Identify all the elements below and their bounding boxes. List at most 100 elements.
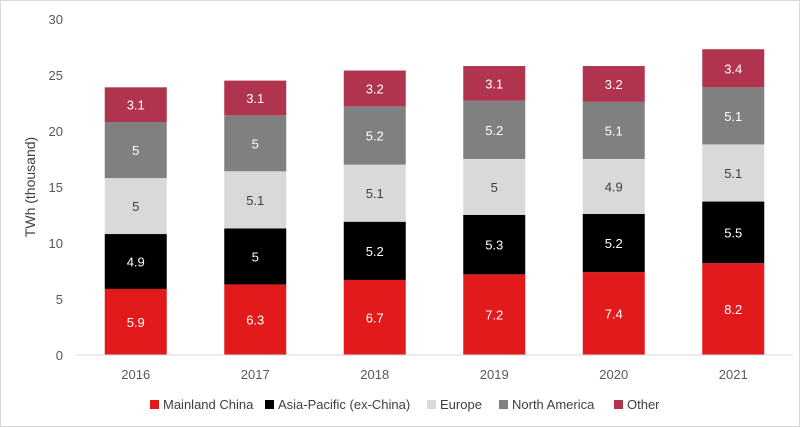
data-label: 5 [132, 143, 139, 158]
data-label: 5.2 [485, 123, 503, 138]
legend-label: Other [627, 397, 660, 412]
data-label: 5 [252, 136, 259, 151]
bar-segment [463, 100, 526, 159]
data-label: 5.2 [366, 128, 384, 143]
data-label: 7.4 [605, 307, 623, 322]
data-label: 5 [132, 199, 139, 214]
y-tick-label: 0 [56, 348, 63, 363]
y-tick-label: 5 [56, 292, 63, 307]
bar-segment [224, 171, 287, 229]
bar-stack-2020: 7.4 5.2 4.9 5.1 3.2 [582, 66, 645, 355]
x-tick-label: 2018 [360, 367, 389, 382]
bar-segment [702, 49, 765, 88]
data-label: 5.1 [366, 186, 384, 201]
x-tick-label: 2021 [719, 367, 748, 382]
bar-segment [343, 221, 406, 280]
bar-stack-2021: 8.2 5.5 5.1 5.1 3.4 [702, 49, 765, 355]
legend-swatch [150, 400, 159, 409]
legend-item: Asia-Pacific (ex-China) [265, 397, 410, 412]
y-tick-label: 25 [49, 68, 63, 83]
bar-segment [582, 101, 645, 159]
y-axis-ticks: 0 5 10 15 20 25 30 [49, 12, 63, 363]
data-label: 3.4 [724, 61, 742, 76]
bar-segment [702, 144, 765, 202]
bar-segment [224, 284, 287, 355]
bar-segment [224, 115, 287, 172]
data-label: 5 [252, 249, 259, 264]
data-label: 3.1 [485, 76, 503, 91]
data-label: 3.2 [366, 81, 384, 96]
legend-swatch [499, 400, 508, 409]
bar-segment [463, 274, 526, 355]
legend-swatch [427, 400, 436, 409]
y-tick-label: 10 [49, 236, 63, 251]
data-label: 8.2 [724, 302, 742, 317]
y-tick-label: 15 [49, 180, 63, 195]
legend-item: Mainland China [150, 397, 254, 412]
legend-item: Europe [427, 397, 482, 412]
legend-label: North America [512, 397, 595, 412]
data-label: 5.2 [366, 244, 384, 259]
bar-segment [343, 279, 406, 355]
legend-label: Asia-Pacific (ex-China) [278, 397, 410, 412]
data-label: 5 [491, 180, 498, 195]
data-label: 5.1 [605, 123, 623, 138]
x-tick-label: 2017 [241, 367, 270, 382]
data-label: 5.3 [485, 238, 503, 253]
data-label: 5.1 [724, 109, 742, 124]
data-label: 6.7 [366, 310, 384, 325]
data-label: 3.1 [127, 98, 145, 113]
data-label: 6.3 [246, 313, 264, 328]
data-label: 7.2 [485, 308, 503, 323]
bar-segment [582, 213, 645, 273]
bar-stack-2018: 6.7 5.2 5.1 5.2 3.2 [343, 70, 406, 355]
bar-stack-2016: 5.9 4.9 5 5 3.1 [104, 87, 167, 355]
bar-segment [702, 87, 765, 145]
y-axis-title: TWh (thousand) [22, 137, 38, 237]
data-label: 5.9 [127, 315, 145, 330]
bar-segment [463, 159, 526, 215]
data-label: 5.5 [724, 225, 742, 240]
bar-segment [224, 228, 287, 285]
legend-item: Other [614, 397, 660, 412]
data-label: 3.2 [605, 77, 623, 92]
data-label: 5.1 [246, 193, 264, 208]
bar-segment [582, 272, 645, 355]
legend: Mainland China Asia-Pacific (ex-China) Eur… [150, 397, 660, 412]
data-label: 3.1 [246, 91, 264, 106]
bar-segment [104, 178, 167, 235]
bar-segment [104, 234, 167, 289]
data-label: 4.9 [605, 179, 623, 194]
bar-segment [104, 87, 167, 123]
bar-segment [224, 80, 287, 116]
bar-stack-2019: 7.2 5.3 5 5.2 3.1 [463, 66, 526, 355]
bar-segment [463, 66, 526, 101]
x-tick-label: 2020 [599, 367, 628, 382]
bar-stack-2017: 6.3 5 5.1 5 3.1 [224, 80, 287, 355]
legend-swatch [614, 400, 623, 409]
legend-label: Mainland China [163, 397, 254, 412]
bar-segment [582, 66, 645, 102]
y-tick-label: 30 [49, 12, 63, 27]
bar-segment [343, 106, 406, 165]
legend-item: North America [499, 397, 595, 412]
data-label: 5.2 [605, 236, 623, 251]
y-tick-label: 20 [49, 124, 63, 139]
data-label: 4.9 [127, 254, 145, 269]
bar-segment [104, 288, 167, 355]
bar-segment [343, 164, 406, 222]
bar-segment [702, 263, 765, 355]
bars: 5.9 4.9 5 5 3.1 6.3 5 5.1 5 3.1 6.7 5.2 5.1 5.2 3.2 7.2… [104, 49, 765, 355]
bar-segment [582, 159, 645, 214]
legend-swatch [265, 400, 274, 409]
x-tick-label: 2019 [480, 367, 509, 382]
x-tick-label: 2016 [121, 367, 150, 382]
bar-segment [104, 122, 167, 179]
data-label: 5.1 [724, 166, 742, 181]
legend-label: Europe [440, 397, 482, 412]
bar-segment [343, 70, 406, 107]
bar-segment [702, 201, 765, 264]
bar-segment [463, 215, 526, 275]
